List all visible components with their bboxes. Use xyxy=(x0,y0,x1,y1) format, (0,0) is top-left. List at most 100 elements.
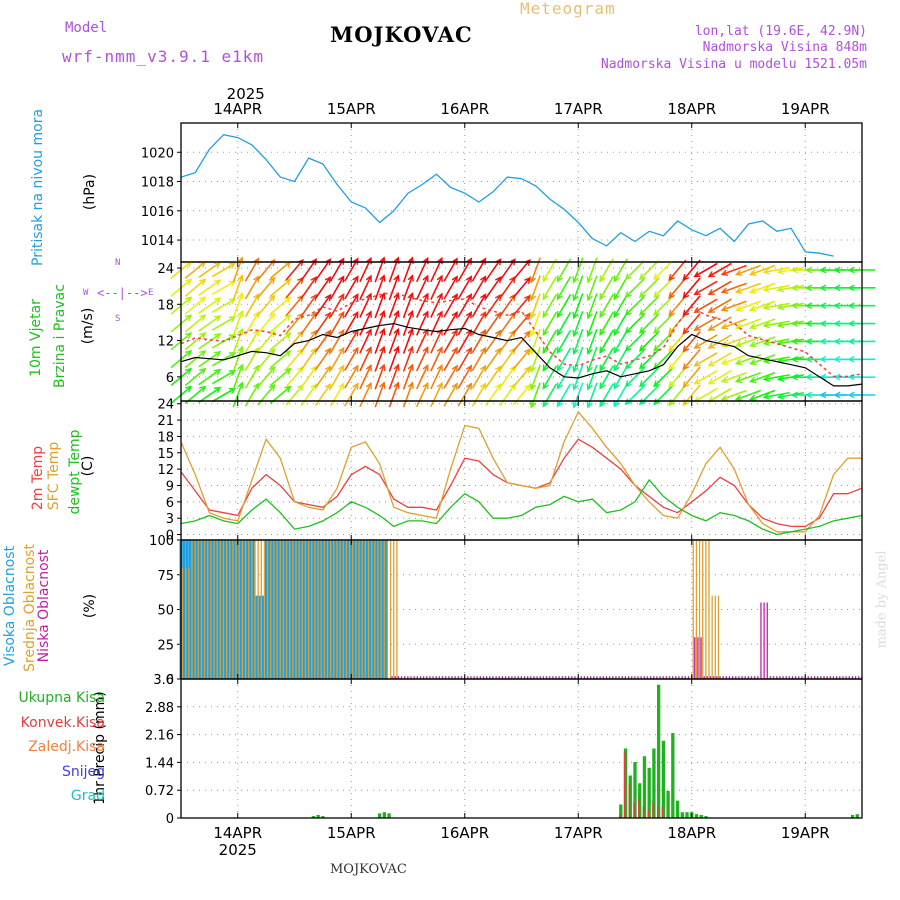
wind-arrow-head xyxy=(572,276,579,284)
wind-arrow-head xyxy=(599,382,606,390)
wind-arrow-head xyxy=(199,332,207,339)
bottom-date-label: 16APR xyxy=(440,824,489,842)
bottom-date-label: 17APR xyxy=(554,824,603,842)
wind-arrow-head xyxy=(324,383,332,391)
wind-arrow-head xyxy=(847,320,855,327)
wind-arrow-head xyxy=(480,346,487,355)
top-date-label: 14APR xyxy=(213,100,262,118)
wind-arrow-head xyxy=(638,308,646,316)
wind-arrow-head xyxy=(556,382,563,390)
wind-arrow-head xyxy=(790,284,798,292)
wind-arrow-head xyxy=(529,276,537,284)
wind-arrow-head xyxy=(682,291,690,299)
model-label: Model xyxy=(65,20,108,36)
wind-arrow-head xyxy=(668,381,676,389)
lonlat-text: lon,lat (19.6E, 42.9N) xyxy=(694,24,867,39)
wind-arrow xyxy=(329,365,345,389)
wind-arrow-head xyxy=(451,382,458,390)
wind-arrow-head xyxy=(524,294,531,302)
wind-arrow xyxy=(269,314,291,333)
precip-total-bar xyxy=(694,814,699,818)
wind-arrow-head xyxy=(749,287,757,294)
wind-arrow xyxy=(653,295,674,316)
wind-arrow-head xyxy=(762,303,771,311)
precip-total-bar xyxy=(623,748,628,818)
wind-arrow xyxy=(415,382,429,408)
wind-arrow xyxy=(300,348,317,371)
legend-total-rain: Ukupna Kisa xyxy=(18,690,105,706)
wind-arrow-head xyxy=(480,364,487,372)
wind-arrow xyxy=(587,275,598,301)
wind-arrow-head xyxy=(284,296,292,304)
y-tick-label: 18 xyxy=(157,430,174,445)
wind-arrow xyxy=(530,364,541,390)
wind-arrow-head xyxy=(228,298,237,305)
y-tick-label: 3 xyxy=(166,512,174,527)
wind-arrow xyxy=(556,383,572,407)
wind-arrow-head xyxy=(586,276,593,284)
wind-arrow-head xyxy=(422,381,429,390)
y-tick-label: 6 xyxy=(166,371,174,386)
wind-arrow-head xyxy=(599,310,606,319)
wind-arrow-head xyxy=(465,346,473,355)
wind-arrow xyxy=(694,280,718,296)
wind-arrow xyxy=(587,364,598,390)
wind-arrow-head xyxy=(284,278,292,286)
wind-arrow-head xyxy=(199,314,207,322)
wind-arrow xyxy=(257,259,276,281)
wind-arrow-head xyxy=(284,385,292,393)
wind-arrow-head xyxy=(833,302,841,310)
wind-arrow-head xyxy=(480,382,487,390)
wind-arrow xyxy=(211,262,236,278)
wind-arrow-head xyxy=(253,382,260,390)
wind-arrow-head xyxy=(480,293,487,301)
wind-arrow-head xyxy=(237,345,244,354)
wind-arrow xyxy=(430,329,443,354)
wind-gust-line xyxy=(180,291,863,378)
wind-arrow-head xyxy=(556,364,563,372)
wind-arrow xyxy=(587,328,598,354)
precip-panel: 0 0.72 1.44 2.16 2.88 3.6 xyxy=(145,673,863,827)
wind-arrow-head xyxy=(624,273,632,281)
wind-arrow xyxy=(471,383,487,407)
wind-arrow xyxy=(402,346,414,372)
y-tick-label: 15 xyxy=(157,447,174,462)
wind-arrow xyxy=(244,329,260,354)
wind-arrow-head xyxy=(638,344,646,352)
wind-arrow xyxy=(314,366,331,389)
wind-arrow xyxy=(430,382,443,408)
wind-arrow xyxy=(485,330,502,353)
wind-arrow-head xyxy=(638,273,646,281)
wind-arrow-head xyxy=(184,296,193,304)
wind-arrow-head xyxy=(310,275,318,284)
y-tick-label: 21 xyxy=(157,414,174,429)
pressure-panel: 1014 1016 1018 1020 xyxy=(141,122,863,263)
wind-arrow-head xyxy=(338,257,345,265)
wind-arrow xyxy=(471,276,487,300)
y-tick-label: 0 xyxy=(166,812,174,827)
precip-conv-bar xyxy=(628,783,631,818)
wind-arrow-head xyxy=(365,363,372,372)
wind-arrow-head xyxy=(586,401,593,409)
wind-arrow xyxy=(639,331,659,352)
wind-arrow xyxy=(763,374,790,381)
wind-arrow-head xyxy=(847,338,855,345)
wind-arrow xyxy=(485,383,502,407)
wind-arrow xyxy=(300,330,317,353)
wind-arrow-head xyxy=(228,352,237,359)
wind-arrow-head xyxy=(365,346,372,354)
wind-arrow-head xyxy=(213,350,222,358)
wind-arrow xyxy=(285,348,304,370)
wind-arrow xyxy=(573,382,584,408)
wind-arrow-head xyxy=(529,294,537,302)
wind-arrow-head xyxy=(310,365,318,373)
wind-arrow xyxy=(359,275,372,300)
wind-arrow-head xyxy=(494,258,502,266)
wind-arrow-head xyxy=(529,365,537,373)
wind-arrow-head xyxy=(720,358,729,366)
wind-arrow xyxy=(232,346,243,372)
wind-arrow xyxy=(694,262,718,278)
wind-arrow xyxy=(653,331,674,352)
wind-arrow-head xyxy=(734,358,743,366)
